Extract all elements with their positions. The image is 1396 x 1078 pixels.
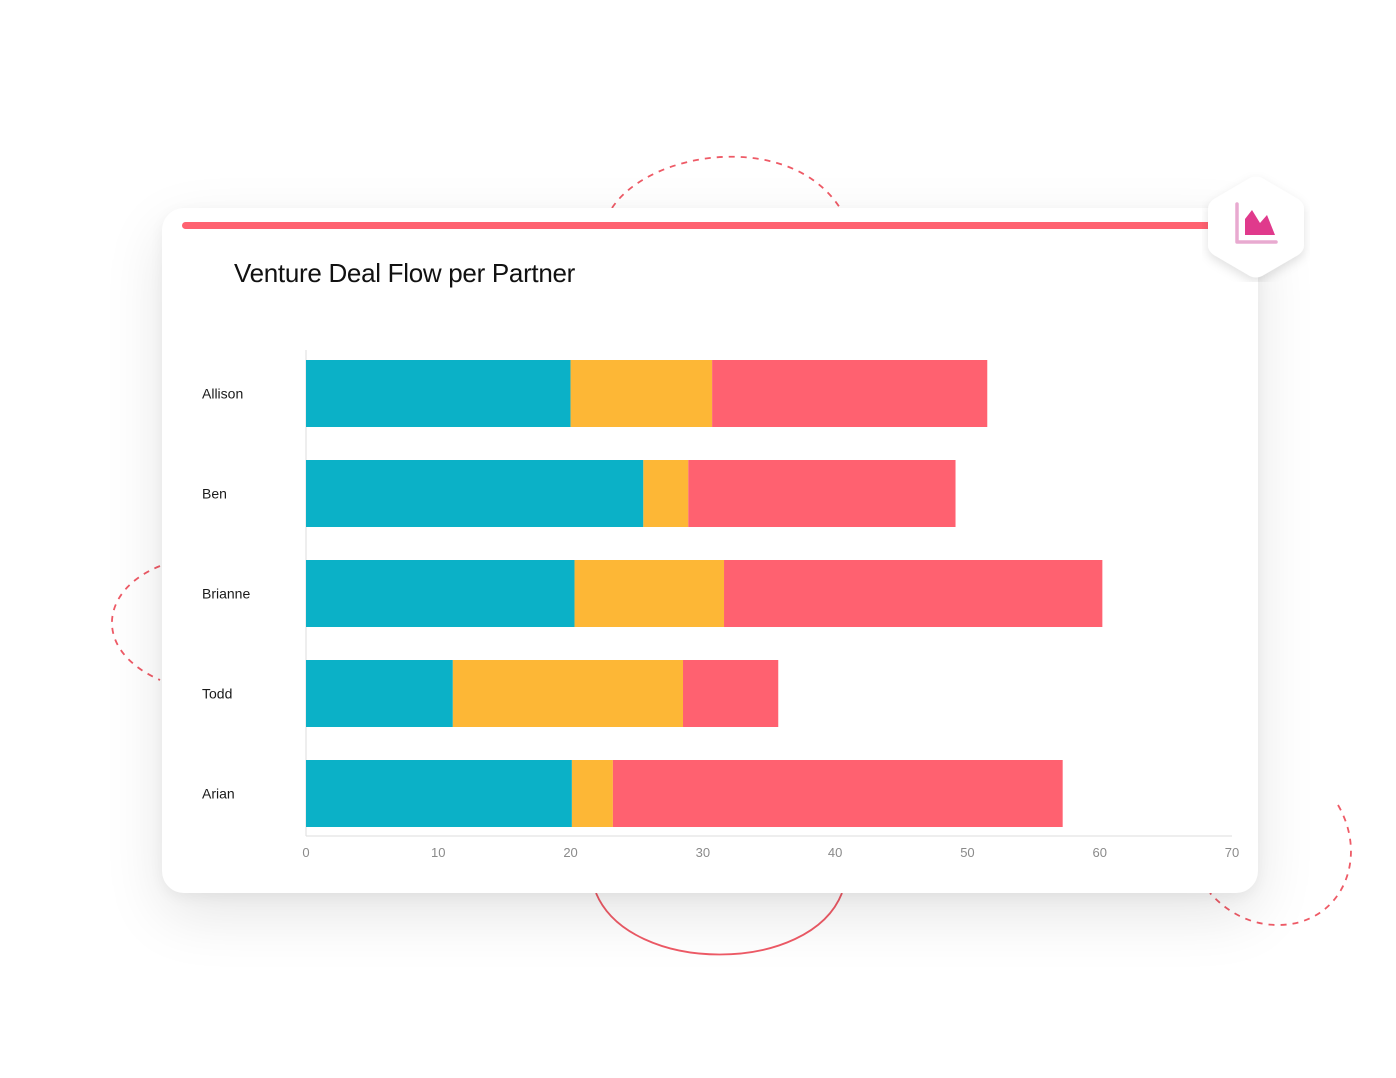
x-tick-label-40: 40 bbox=[828, 845, 842, 860]
bar-todd-segment-3 bbox=[683, 660, 779, 727]
x-tick-label-70: 70 bbox=[1225, 845, 1239, 860]
bar-allison-segment-2 bbox=[570, 360, 713, 427]
bar-arian-segment-2 bbox=[571, 760, 613, 827]
chart-badge bbox=[1208, 176, 1304, 278]
bar-brianne-segment-1 bbox=[306, 560, 575, 627]
bar-allison-segment-3 bbox=[712, 360, 988, 427]
dashed-arc-top bbox=[611, 155, 841, 209]
category-label-brianne: Brianne bbox=[202, 586, 250, 602]
x-tick-label-20: 20 bbox=[563, 845, 577, 860]
category-label-arian: Arian bbox=[202, 786, 235, 802]
category-label-allison: Allison bbox=[202, 386, 243, 402]
bar-brianne-segment-3 bbox=[724, 560, 1103, 627]
bar-arian-segment-1 bbox=[306, 760, 572, 827]
bar-ben-segment-1 bbox=[306, 460, 644, 527]
x-tick-label-10: 10 bbox=[431, 845, 445, 860]
x-tick-label-30: 30 bbox=[696, 845, 710, 860]
bar-brianne-segment-2 bbox=[574, 560, 725, 627]
bar-todd-segment-1 bbox=[306, 660, 453, 727]
chart-title: Venture Deal Flow per Partner bbox=[234, 258, 576, 288]
bar-ben-segment-2 bbox=[643, 460, 689, 527]
bar-allison-segment-1 bbox=[306, 360, 571, 427]
category-label-todd: Todd bbox=[202, 686, 232, 702]
chart-card: Venture Deal Flow per Partner Allison Ben… bbox=[162, 208, 1258, 893]
bar-arian-segment-3 bbox=[612, 760, 1063, 827]
x-tick-label-60: 60 bbox=[1092, 845, 1106, 860]
bar-ben-segment-3 bbox=[688, 460, 956, 527]
area-chart-icon bbox=[1235, 202, 1278, 244]
x-tick-label-50: 50 bbox=[960, 845, 974, 860]
bar-todd-segment-2 bbox=[452, 660, 684, 727]
stacked-bar-chart: Allison Ben Brianne Todd Arian 0 10 20 30 40 50 60 7… bbox=[202, 350, 1239, 860]
x-tick-label-0: 0 bbox=[302, 845, 309, 860]
category-label-ben: Ben bbox=[202, 486, 227, 502]
accent-bar bbox=[182, 222, 1242, 229]
solid-arc-bottom bbox=[595, 892, 843, 956]
dashed-arc-left bbox=[111, 565, 161, 681]
